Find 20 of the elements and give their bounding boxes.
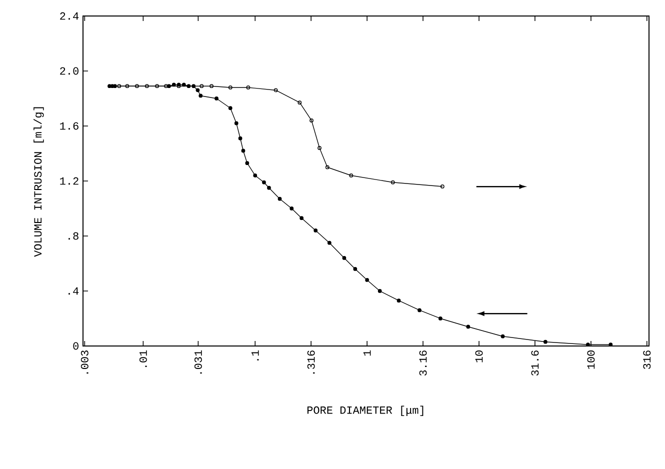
x-tick-label: .1: [252, 350, 259, 360]
x-axis-title: PORE DIAMETER [μm]: [307, 406, 424, 416]
y-tick-label: 2.0: [60, 67, 78, 75]
x-tick-label: .01: [139, 350, 147, 367]
x-tick-label: 100: [587, 350, 595, 369]
x-tick-label: 316: [643, 350, 651, 369]
x-tick-label: .031: [194, 350, 202, 374]
y-tick-label: 1.2: [60, 177, 78, 185]
x-tick-label: 10: [475, 350, 483, 362]
x-tick-label: 1: [363, 350, 371, 356]
y-tick-label: 2.4: [60, 12, 79, 20]
y-tick-label: .8: [68, 232, 78, 240]
y-tick-label: .4: [68, 287, 79, 295]
x-tick-label: .316: [307, 350, 315, 374]
x-tick-label: 3.16: [419, 350, 427, 376]
x-tick-label: 31.6: [531, 350, 539, 376]
y-axis-title: VOLUME INTRUSION [ml/g]: [34, 107, 44, 257]
y-tick-label: 0: [73, 342, 78, 350]
x-tick-label: .003: [80, 350, 88, 374]
y-tick-label: 1.6: [60, 122, 78, 130]
